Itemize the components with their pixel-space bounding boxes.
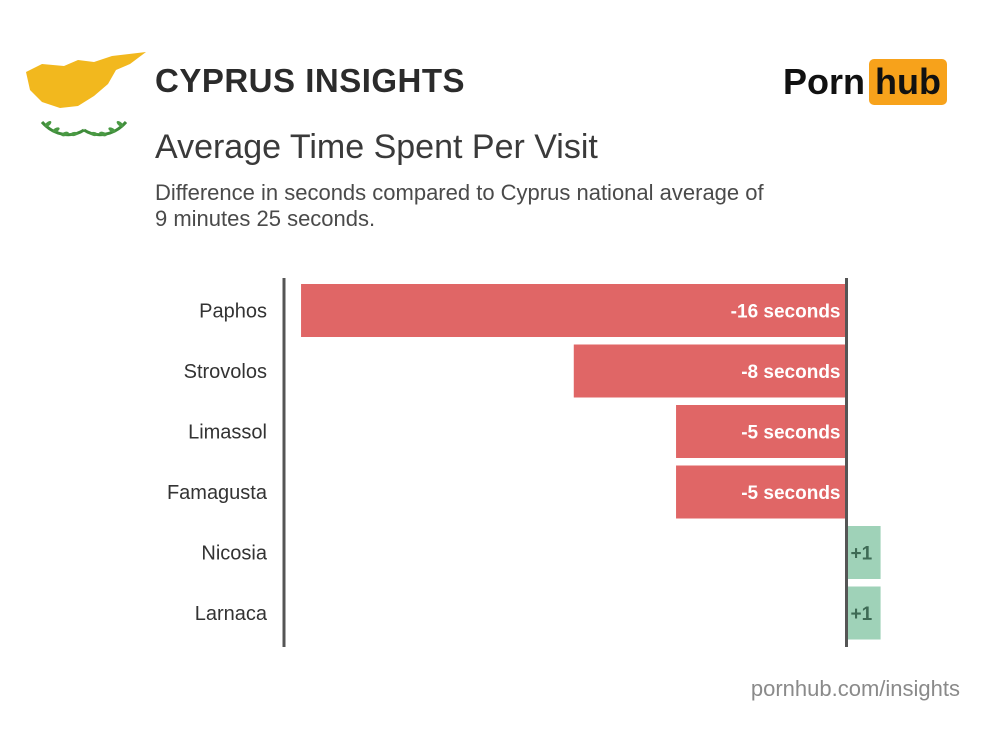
value-label: +1 xyxy=(851,544,873,565)
category-label: Paphos xyxy=(199,301,267,323)
cyprus-flag-icon xyxy=(26,52,146,137)
value-label: -5 seconds xyxy=(741,423,840,444)
bar-nicosia xyxy=(846,526,881,579)
bar-famagusta xyxy=(676,465,847,519)
bar-larnaca xyxy=(846,586,881,640)
category-label: Famagusta xyxy=(167,482,268,504)
bar-limassol xyxy=(676,405,847,458)
bar-paphos xyxy=(301,284,847,337)
value-label: -16 seconds xyxy=(731,302,841,323)
page-title: CYPRUS INSIGHTS xyxy=(155,62,466,99)
category-label: Limassol xyxy=(188,422,267,444)
bar-strovolos xyxy=(573,344,847,398)
value-label: -8 seconds xyxy=(741,362,840,383)
brand-logo-highlight: hub xyxy=(869,59,947,105)
brand-logo: Porn hub xyxy=(783,58,947,106)
value-label: -5 seconds xyxy=(741,483,840,504)
chart-title: Average Time Spent Per Visit xyxy=(155,128,598,166)
brand-logo-text: Porn xyxy=(783,61,866,102)
chart-subtitle: Difference in seconds compared to Cyprus… xyxy=(155,180,764,231)
category-label: Nicosia xyxy=(201,543,267,565)
category-label: Larnaca xyxy=(195,603,268,625)
category-label: Strovolos xyxy=(184,361,267,383)
source-link[interactable]: pornhub.com/insights xyxy=(750,676,960,701)
value-label: +1 xyxy=(851,604,873,625)
